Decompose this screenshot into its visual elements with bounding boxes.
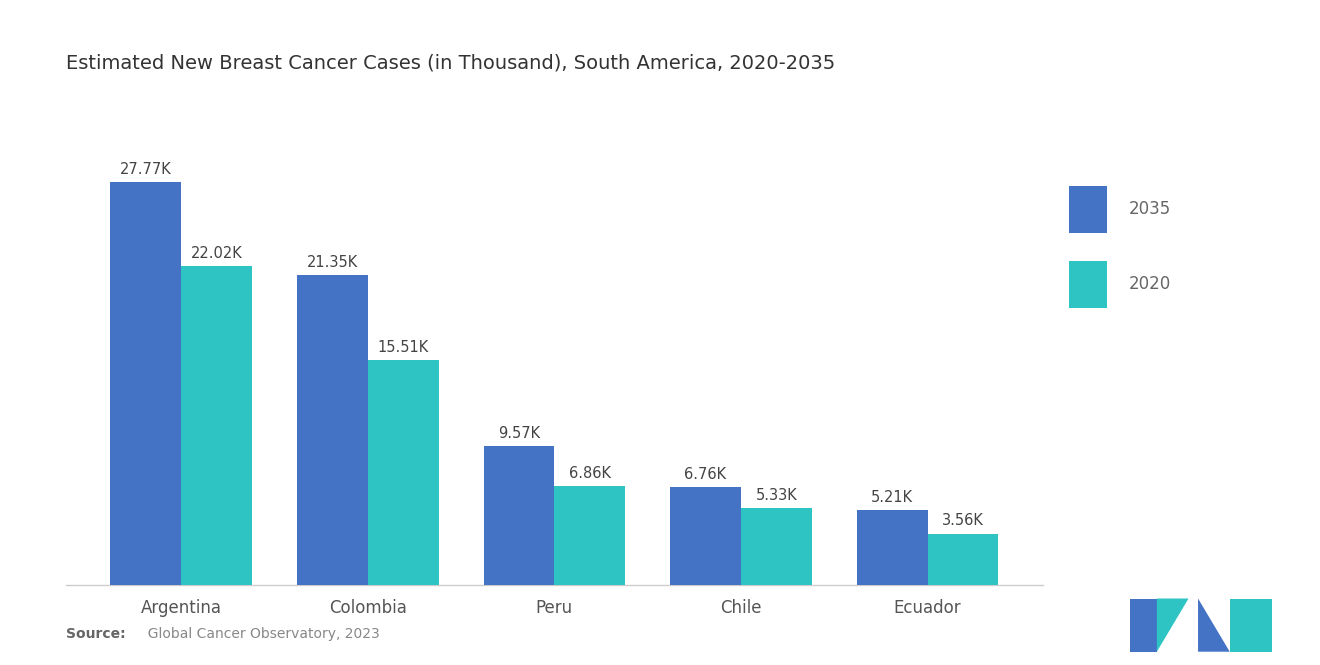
Polygon shape (1156, 598, 1188, 652)
Polygon shape (1230, 598, 1272, 652)
Polygon shape (1199, 598, 1230, 652)
Text: 6.76K: 6.76K (685, 467, 726, 482)
Text: 27.77K: 27.77K (120, 162, 172, 177)
Bar (671, 487, 741, 585)
Bar (181, 266, 252, 585)
Bar (111, 182, 181, 585)
Text: 6.86K: 6.86K (569, 465, 611, 481)
Text: 21.35K: 21.35K (306, 255, 358, 271)
Text: Global Cancer Observatory, 2023: Global Cancer Observatory, 2023 (139, 627, 379, 642)
FancyBboxPatch shape (1069, 261, 1107, 307)
Polygon shape (1130, 598, 1156, 652)
Text: 5.21K: 5.21K (871, 489, 913, 505)
Bar (368, 360, 438, 585)
Text: 22.02K: 22.02K (191, 245, 243, 261)
Bar (857, 509, 928, 585)
Text: 9.57K: 9.57K (498, 426, 540, 442)
Text: 5.33K: 5.33K (755, 488, 797, 503)
Bar (741, 508, 812, 585)
Text: 2035: 2035 (1129, 200, 1171, 219)
FancyBboxPatch shape (1069, 186, 1107, 233)
Bar (483, 446, 554, 585)
Text: Estimated New Breast Cancer Cases (in Thousand), South America, 2020-2035: Estimated New Breast Cancer Cases (in Th… (66, 53, 836, 72)
Bar (928, 533, 998, 585)
Text: 3.56K: 3.56K (942, 513, 983, 529)
Bar (554, 485, 626, 585)
Text: Source:: Source: (66, 627, 125, 642)
Text: 2020: 2020 (1129, 275, 1171, 293)
Bar (297, 275, 368, 585)
Text: 15.51K: 15.51K (378, 340, 429, 355)
